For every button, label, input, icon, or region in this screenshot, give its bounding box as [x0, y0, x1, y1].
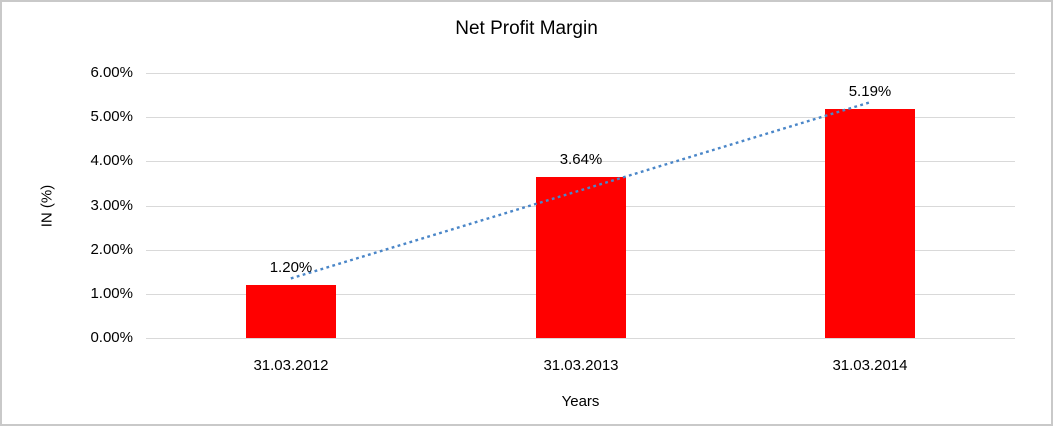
plot-area: 1.20% 3.64% 5.19% — [146, 73, 1015, 339]
y-axis-tick-label: 3.00% — [90, 197, 133, 214]
trendline-layer — [290, 101, 871, 280]
y-axis-tick-label: 6.00% — [90, 64, 133, 81]
bar — [825, 109, 915, 338]
y-axis-tick-label: 0.00% — [90, 329, 133, 346]
bar-data-label: 1.20% — [269, 259, 313, 276]
gridline — [146, 161, 1015, 162]
x-axis-category-label: 31.03.2013 — [543, 357, 619, 374]
linear-trendline — [290, 101, 871, 280]
gridline — [146, 117, 1015, 118]
x-axis-category-label: 31.03.2014 — [832, 357, 908, 374]
y-axis-tick-label: 4.00% — [90, 152, 133, 169]
y-axis-tick-label: 1.00% — [90, 285, 133, 302]
bar-data-label: 5.19% — [848, 83, 892, 100]
chart-title: Net Profit Margin — [455, 18, 598, 39]
y-axis-tick-label: 5.00% — [90, 108, 133, 125]
gridline — [146, 338, 1015, 339]
gridline — [146, 73, 1015, 74]
bar — [246, 285, 336, 338]
x-axis-category-label: 31.03.2012 — [253, 357, 329, 374]
bar — [536, 177, 626, 338]
bar-data-label: 3.64% — [559, 151, 603, 168]
y-axis-tick-label: 2.00% — [90, 241, 133, 258]
x-axis-title: Years — [561, 393, 600, 410]
